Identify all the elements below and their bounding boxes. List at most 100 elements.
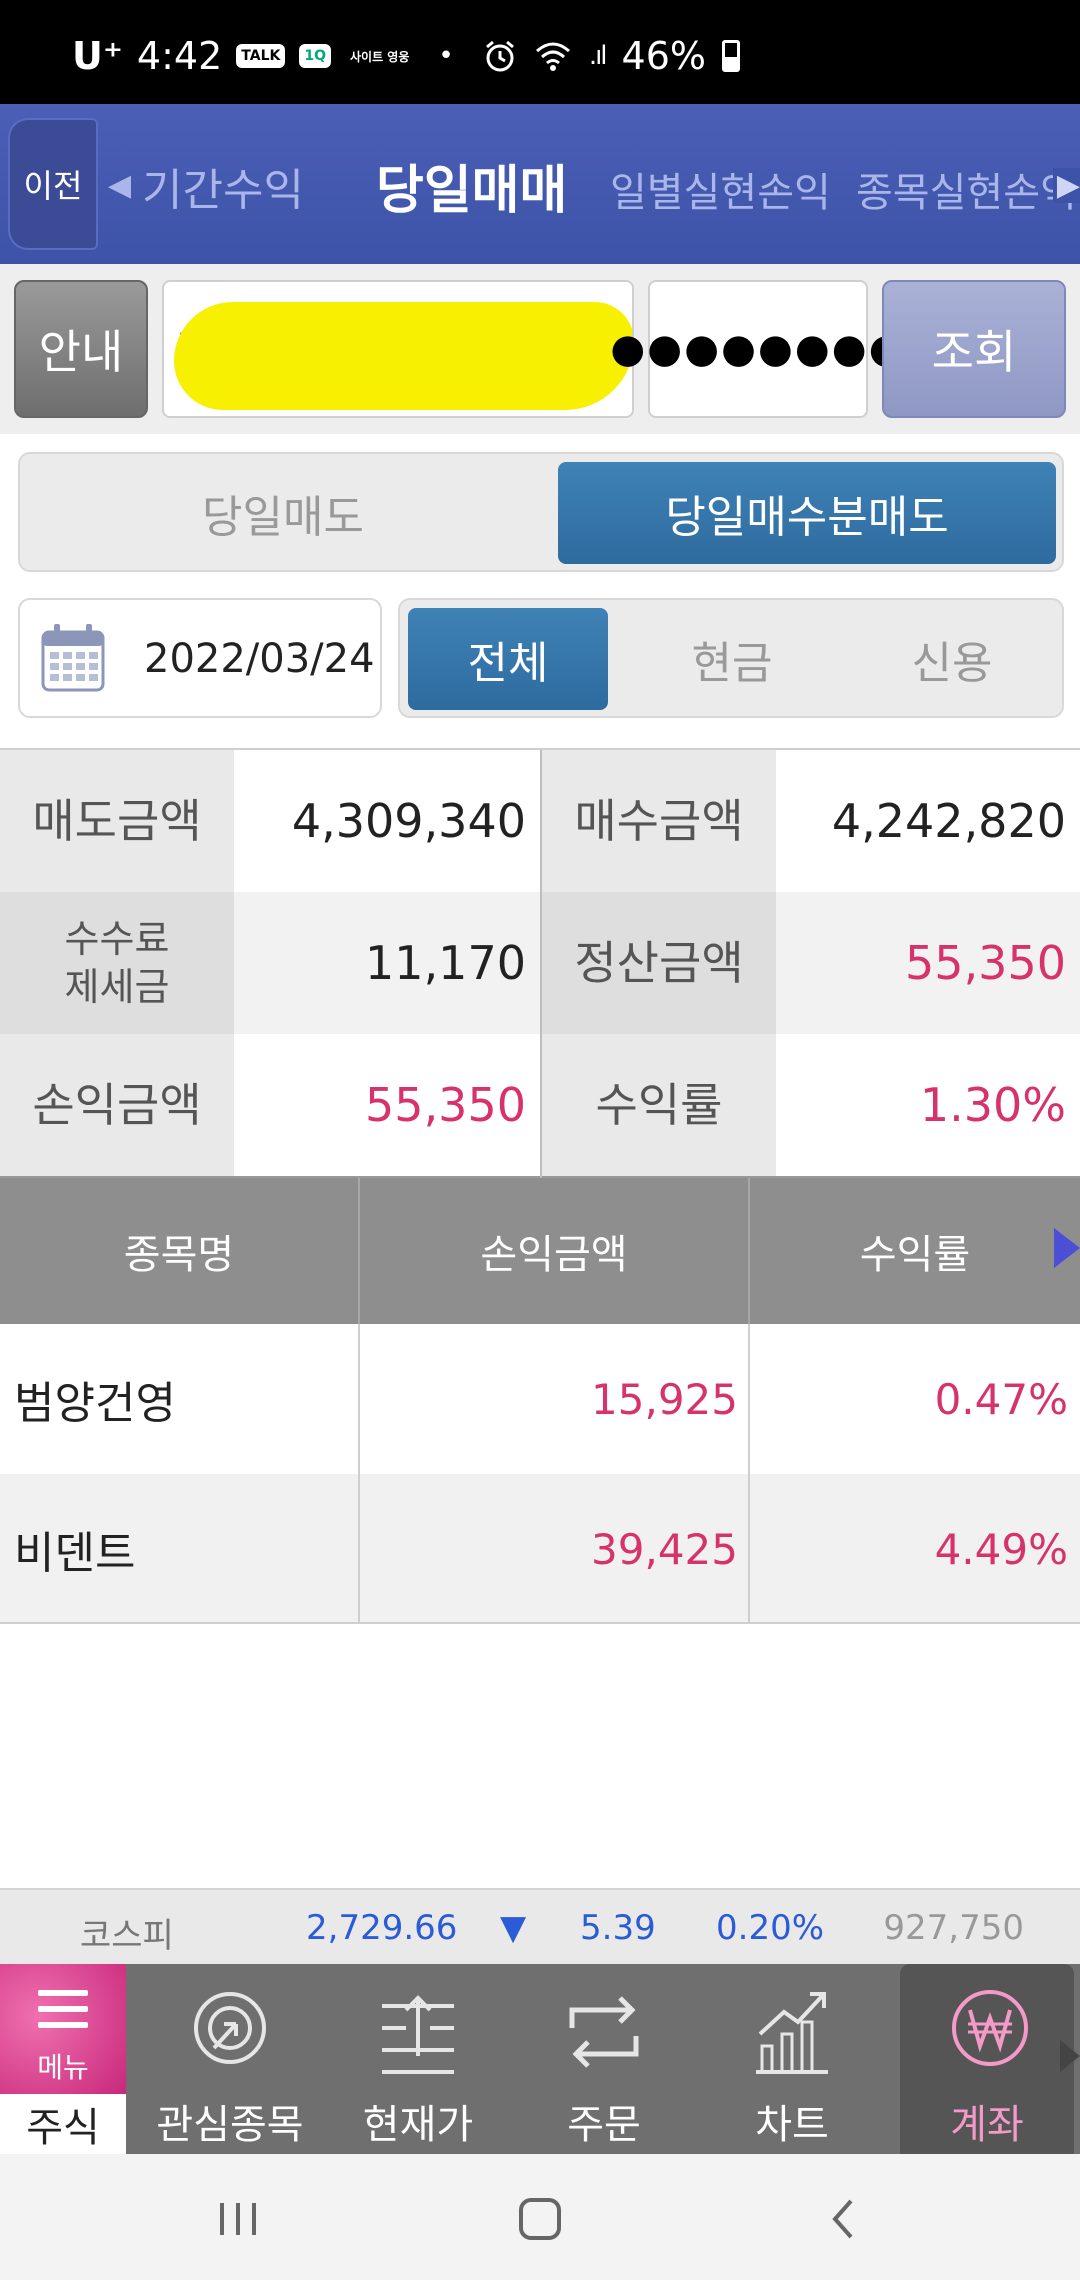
sell-amount-value: 4,309,340: [291, 794, 526, 848]
index-change: 5.39: [580, 1908, 656, 1948]
main-menu-button[interactable]: 메뉴 주식: [0, 1964, 126, 2154]
signal-icon: .ıl: [588, 41, 608, 71]
profit-amount-value: 55,350: [365, 1078, 526, 1132]
status-left: U⁺ 4:42 TALK 1Q 사이트 영웅 •: [72, 34, 454, 78]
back-button[interactable]: 이전: [8, 118, 98, 250]
profit-amount-label: 손익금액: [0, 1034, 234, 1176]
tab-daily-realized[interactable]: 일별실현손익: [610, 170, 831, 216]
query-row: 안내 5 ●●●●●●●● 조회: [0, 264, 1080, 434]
column-divider: [358, 1324, 360, 1622]
header-profit[interactable]: 손익금액: [480, 1232, 628, 1278]
bottom-menu: 메뉴 주식 관심종목 현재가 주문 차트: [0, 1964, 1080, 2154]
tab-period-profit[interactable]: 기간수익: [142, 165, 304, 216]
sell-amount-label: 매도금액: [0, 750, 234, 892]
clock: 4:42: [136, 34, 223, 78]
site-notification-icon: 사이트 영웅: [345, 43, 415, 69]
chart-icon: [756, 1992, 828, 2074]
summary-row: 손익금액 55,350 수익률 1.30%: [0, 1034, 1080, 1176]
list-header: 종목명 손익금액 수익률: [0, 1178, 1080, 1324]
header-divider: [748, 1178, 750, 1324]
filter-cash[interactable]: 현금: [691, 638, 773, 689]
account-field[interactable]: 5: [162, 280, 634, 418]
menu-chart[interactable]: 차트: [702, 1964, 882, 2154]
menu-label: 메뉴: [37, 2051, 89, 2084]
battery-icon: [722, 40, 740, 72]
segment-today-buy-sell[interactable]: 당일매수분매도: [558, 462, 1056, 564]
filter-credit[interactable]: 신용: [911, 638, 993, 689]
menu-label: 계좌: [950, 2102, 1024, 2148]
account-type-filter: 전체 현금 신용: [398, 598, 1064, 718]
filter-all[interactable]: 전체: [408, 608, 608, 710]
favorite-icon: [194, 1992, 266, 2064]
index-rate: 0.20%: [716, 1908, 825, 1948]
table-row[interactable]: 범양건영 15,925 0.47%: [0, 1324, 1080, 1474]
menu-more-arrow-icon[interactable]: [1060, 2040, 1080, 2072]
stock-rate: 0.47%: [934, 1374, 1068, 1424]
settlement-label: 정산금액: [542, 892, 776, 1034]
fee-tax-label: 수수료 제세금: [0, 892, 234, 1034]
index-value: 2,729.66: [306, 1908, 458, 1948]
column-divider: [748, 1324, 750, 1622]
menu-label: 현재가: [362, 2102, 474, 2148]
tab-left-arrow-icon[interactable]: ◀: [108, 168, 132, 203]
battery-percent: 46%: [621, 34, 706, 78]
tab-stock-realized[interactable]: 종목실현손익: [856, 170, 1077, 216]
price-icon: [382, 1995, 454, 2074]
fee-tax-value: 11,170: [234, 892, 540, 1034]
table-row[interactable]: 비덴트 39,425 4.49%: [0, 1474, 1080, 1624]
header-divider: [358, 1178, 360, 1324]
index-volume: 927,750: [883, 1908, 1024, 1948]
date-picker[interactable]: 2022/03/24: [18, 598, 382, 718]
stock-profit: 15,925: [591, 1374, 738, 1424]
status-bar: U⁺ 4:42 TALK 1Q 사이트 영웅 • .ıl 46%: [0, 0, 1080, 104]
scroll-right-icon[interactable]: [1054, 1228, 1080, 1268]
menu-label: 관심종목: [156, 2102, 304, 2148]
index-ticker[interactable]: 코스피 2,729.66 ▼ 5.39 0.20% 927,750: [0, 1888, 1080, 1964]
buy-amount-value: 4,242,820: [831, 794, 1066, 848]
return-rate-label: 수익률: [542, 1034, 776, 1176]
app-notification-icon: 1Q: [299, 44, 331, 68]
guide-button[interactable]: 안내: [14, 280, 148, 418]
tab-today-trade[interactable]: 당일매매: [376, 161, 568, 221]
summary-row: 수수료 제세금 11,170 정산금액 55,350: [0, 892, 1080, 1034]
stock-menu-label: 주식: [26, 2105, 100, 2151]
kakaotalk-icon: TALK: [236, 44, 286, 68]
summary-divider: [540, 750, 542, 1180]
home-icon[interactable]: [510, 2194, 570, 2244]
status-right: .ıl 46%: [483, 34, 740, 78]
menu-order[interactable]: 주문: [514, 1964, 694, 2154]
menu-tile: 메뉴: [0, 1964, 126, 2094]
menu-current-price[interactable]: 현재가: [328, 1964, 508, 2154]
tab-right-arrow-icon[interactable]: ▶: [1052, 168, 1080, 203]
return-rate-value: 1.30%: [919, 1078, 1066, 1132]
menu-label: 주문: [567, 2102, 641, 2148]
index-name: 코스피: [80, 1916, 174, 1956]
carrier-label: U⁺: [72, 34, 123, 78]
sell-type-segment: 당일매도 당일매수분매도: [18, 452, 1064, 572]
buy-amount-label: 매수금액: [542, 750, 776, 892]
header-rate[interactable]: 수익률: [859, 1232, 971, 1278]
stock-name: 범양건영: [14, 1378, 176, 1429]
menu-favorites[interactable]: 관심종목: [140, 1964, 320, 2154]
stock-profit: 39,425: [591, 1524, 738, 1574]
recent-apps-icon[interactable]: [208, 2194, 268, 2244]
password-field[interactable]: ●●●●●●●●: [610, 280, 904, 418]
menu-label: 차트: [755, 2102, 829, 2148]
header-tab-bar: 이전 ◀ 기간수익 당일매매 일별실현손익 종목실현손익 ▶: [0, 104, 1080, 264]
stock-rate: 4.49%: [934, 1524, 1068, 1574]
segment-today-sell[interactable]: 당일매도: [202, 492, 364, 543]
query-button[interactable]: 조회: [882, 280, 1066, 418]
more-notifications-dot: •: [438, 41, 454, 71]
down-arrow-icon: ▼: [500, 1908, 527, 1948]
list-bottom-border: [0, 1622, 1080, 1624]
alarm-icon: [485, 40, 514, 72]
summary-row: 매도금액 4,309,340 매수금액 4,242,820: [0, 750, 1080, 892]
menu-account[interactable]: 계좌: [900, 1964, 1074, 2154]
calendar-icon: [41, 624, 105, 692]
redaction-mark: [174, 302, 632, 410]
header-stock-name[interactable]: 종목명: [123, 1232, 235, 1278]
order-icon: [569, 1996, 639, 2068]
system-nav-bar: [0, 2154, 1080, 2280]
back-nav-icon[interactable]: [812, 2194, 872, 2244]
settlement-value: 55,350: [776, 892, 1080, 1034]
